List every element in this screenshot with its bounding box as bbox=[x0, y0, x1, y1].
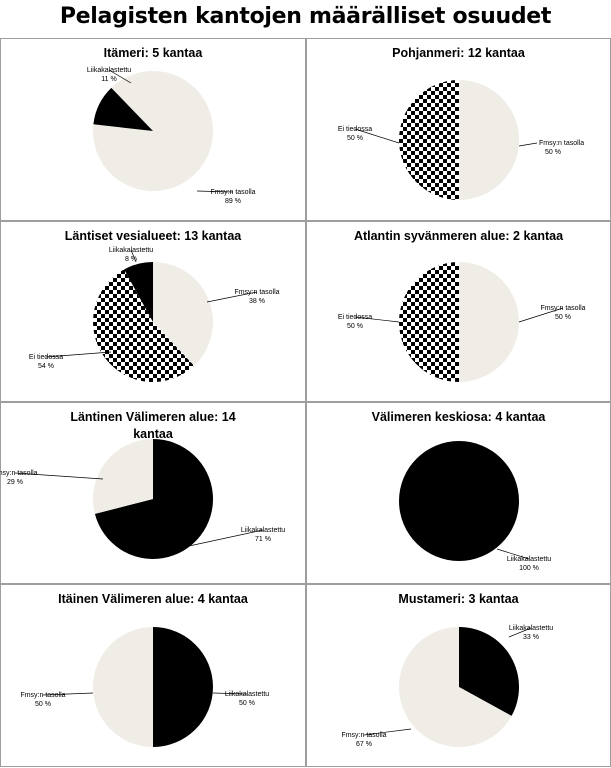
pie-slice-fmsy bbox=[459, 262, 519, 382]
chart-title: Mustameri: 3 kantaa bbox=[398, 592, 519, 606]
slice-label: Liikakalastettu bbox=[509, 625, 553, 632]
pie-slice-over bbox=[153, 627, 213, 747]
chart-title: Läntiset vesialueet: 13 kantaa bbox=[64, 229, 242, 243]
pie-chart-pohjanmeri: Fmsy:n tasolla 50 % Ei tiedossa 50 % bbox=[338, 80, 584, 200]
chart-title: Välimeren keskiosa: 4 kantaa bbox=[371, 410, 546, 424]
slice-label: Fmsy:n tasolla bbox=[341, 732, 386, 739]
chart-title: Itäinen Välimeren alue: 4 kantaa bbox=[58, 592, 248, 606]
leader-line bbox=[188, 529, 264, 547]
chart-title: Pohjanmeri: 12 kantaa bbox=[392, 46, 525, 60]
slice-label: Fmsy:n tasolla bbox=[0, 470, 38, 477]
pie-slice-fmsy bbox=[93, 439, 153, 514]
leader-line bbox=[196, 190, 234, 193]
slice-label: Fmsy:n tasolla bbox=[539, 140, 584, 147]
leader-line bbox=[42, 692, 94, 696]
pie-chart-lantiset-vesialueet: Fmsy:n tasolla 38 % Ei tiedossa 54 % Liikaka… bbox=[29, 247, 280, 382]
chart-panel-pohjanmeri: Pohjanmeri: 12 kantaa Fmsy:n tasolla 50 %… bbox=[306, 38, 611, 221]
slice-value-label: 100 % bbox=[519, 565, 539, 572]
pie-slice-fmsy bbox=[459, 80, 519, 200]
leader-line bbox=[212, 692, 248, 695]
slice-value-label: 89 % bbox=[225, 198, 241, 205]
pie-chart-valimeren-keskiosa: Liikakalastettu 100 % bbox=[399, 441, 551, 572]
chart-panel-itameri: Itämeri: 5 kantaa Fmsy:n tasolla 89 % Liik… bbox=[0, 38, 306, 221]
chart-title: Itämeri: 5 kantaa bbox=[103, 46, 203, 60]
slice-value-label: 50 % bbox=[347, 323, 363, 330]
pie-slice-fmsy bbox=[93, 627, 153, 747]
pie-slice-unknown bbox=[93, 269, 195, 382]
chart-panel-atlantin-syvanmeren-alue: Atlantin syvänmeren alue: 2 kantaa Fmsy:… bbox=[306, 221, 611, 402]
slice-value-label: 54 % bbox=[38, 363, 54, 370]
pie-slice-fmsy bbox=[92, 71, 213, 192]
leader-line bbox=[354, 316, 400, 323]
pie-chart-atlantin-syvanmeren-alue: Fmsy:n tasolla 50 % Ei tiedossa 50 % bbox=[338, 262, 586, 382]
slice-label: Liikakalastettu bbox=[507, 556, 551, 563]
chart-panel-mustameri: Mustameri: 3 kantaa Liikakalastettu 33 % F… bbox=[306, 584, 611, 767]
slice-value-label: 50 % bbox=[35, 701, 51, 708]
pie-slice-over bbox=[399, 441, 519, 561]
leader-line bbox=[518, 142, 538, 147]
slice-label: Fmsy:n tasolla bbox=[20, 692, 65, 699]
slice-value-label: 8 % bbox=[125, 256, 137, 263]
slice-label: Ei tiedossa bbox=[338, 126, 372, 133]
slice-value-label: 50 % bbox=[545, 149, 561, 156]
pie-slice-over bbox=[459, 627, 520, 716]
slice-label: Fmsy:n tasolla bbox=[210, 189, 255, 196]
chart-panel-lantiset-vesialueet: Läntiset vesialueet: 13 kantaa Fmsy:n ta… bbox=[0, 221, 306, 402]
page-title: Pelagisten kantojen määrälliset osuudet bbox=[59, 4, 552, 29]
leader-line bbox=[206, 291, 258, 303]
slice-value-label: 33 % bbox=[523, 634, 539, 641]
leader-line bbox=[108, 69, 132, 84]
leader-line bbox=[45, 351, 112, 358]
leader-line bbox=[496, 548, 530, 560]
chart-title: Atlantin syvänmeren alue: 2 kantaa bbox=[353, 229, 564, 243]
leader-line bbox=[354, 128, 400, 144]
pie-slice-unknown bbox=[399, 262, 459, 382]
slice-label: Liikakalastettu bbox=[87, 67, 131, 74]
pie-slice-fmsy bbox=[153, 262, 213, 366]
slice-value-label: 38 % bbox=[249, 298, 265, 305]
pie-slice-unknown bbox=[399, 80, 459, 200]
chart-panel-lantinen-valimeren-alue: Läntinen Välimeren alue: 14 kantaa Liika… bbox=[0, 402, 306, 584]
pie-slice-over bbox=[124, 262, 153, 322]
pie-chart-itainen-valimeren-alue: Liikakalastettu 50 % Fmsy:n tasolla 50 % bbox=[20, 627, 269, 747]
leader-line bbox=[363, 728, 412, 736]
pie-chart-mustameri: Liikakalastettu 33 % Fmsy:n tasolla 67 % bbox=[341, 625, 553, 748]
slice-label: Liikakalastettu bbox=[225, 691, 269, 698]
chart-panel-itainen-valimeren-alue: Itäinen Välimeren alue: 4 kantaa Liikaka… bbox=[0, 584, 306, 767]
pie-chart-itameri: Fmsy:n tasolla 89 % Liikakalastettu 11 % bbox=[87, 67, 256, 205]
slice-label: Ei tiedossa bbox=[29, 354, 63, 361]
slice-value-label: 71 % bbox=[255, 536, 271, 543]
leader-line bbox=[518, 307, 564, 323]
leader-line bbox=[14, 472, 104, 480]
slice-value-label: 50 % bbox=[347, 135, 363, 142]
slice-label: Fmsy:n tasolla bbox=[540, 305, 585, 312]
slice-value-label: 67 % bbox=[356, 741, 372, 748]
slice-label: Fmsy:n tasolla bbox=[234, 289, 279, 296]
chart-panel-valimeren-keskiosa: Välimeren keskiosa: 4 kantaa Liikakalast… bbox=[306, 402, 611, 584]
slice-label: Ei tiedossa bbox=[338, 314, 372, 321]
slice-value-label: 11 % bbox=[101, 76, 116, 83]
pie-slice-fmsy bbox=[399, 627, 512, 747]
pie-slice-over bbox=[93, 87, 153, 131]
slice-value-label: 50 % bbox=[555, 314, 571, 321]
pie-chart-lantinen-valimeren-alue: Liikakalastettu 71 % Fmsy:n tasolla 29 % bbox=[0, 439, 285, 559]
slice-label: Liikakalastettu bbox=[109, 247, 153, 254]
chart-title: Läntinen Välimeren alue: 14 kantaa bbox=[70, 410, 236, 441]
slice-value-label: 50 % bbox=[239, 700, 255, 707]
slice-label: Liikakalastettu bbox=[241, 527, 285, 534]
leader-line bbox=[508, 627, 532, 638]
slice-value-label: 29 % bbox=[7, 479, 23, 486]
pie-slice-over bbox=[94, 439, 214, 559]
leader-line bbox=[130, 249, 137, 263]
